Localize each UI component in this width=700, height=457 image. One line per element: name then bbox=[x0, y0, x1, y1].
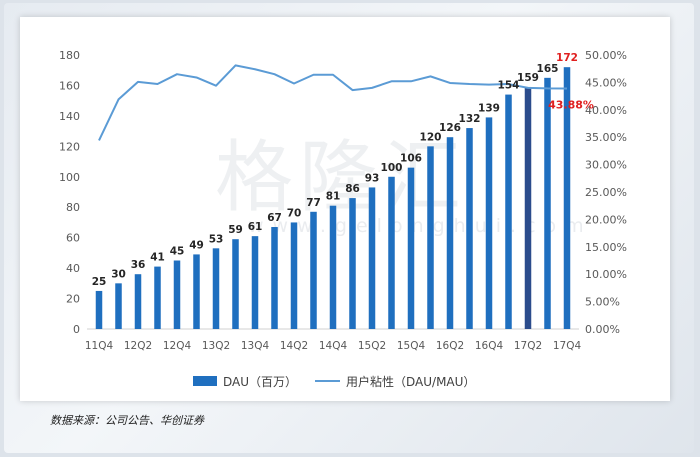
bar-value-label: 126 bbox=[439, 122, 461, 134]
bar-value-label: 49 bbox=[189, 239, 204, 251]
left-tick-label: 120 bbox=[59, 140, 80, 153]
left-tick-label: 100 bbox=[59, 171, 80, 184]
bar-value-label: 36 bbox=[131, 259, 146, 271]
dau-bar bbox=[466, 128, 473, 329]
dau-bar bbox=[193, 254, 200, 329]
dau-bar bbox=[310, 211, 317, 329]
dau-bar bbox=[524, 86, 532, 329]
stickiness-series-line bbox=[98, 64, 568, 141]
left-tick-label: 160 bbox=[59, 79, 80, 92]
legend-swatch-dau bbox=[193, 376, 217, 386]
bar-value-label: 86 bbox=[345, 183, 360, 195]
dau-bar bbox=[368, 187, 376, 329]
x-tick-label: 13Q2 bbox=[202, 340, 230, 352]
left-tick-label: 60 bbox=[66, 232, 80, 245]
x-tick-label: 12Q2 bbox=[124, 340, 152, 352]
chart-legend: DAU（百万） 用户粘性（DAU/MAU） bbox=[193, 374, 475, 389]
bar-value-label: 41 bbox=[150, 252, 165, 264]
bar-value-label: 172 bbox=[556, 52, 578, 64]
right-tick-label: 0.00% bbox=[585, 323, 620, 336]
left-tick-label: 20 bbox=[66, 293, 80, 306]
dau-bar bbox=[95, 290, 103, 329]
dau-bar bbox=[232, 239, 239, 329]
right-tick-label: 10.00% bbox=[585, 268, 627, 281]
left-tick-label: 180 bbox=[59, 49, 80, 62]
stickiness-line: 43.88% bbox=[98, 64, 594, 141]
dau-bar bbox=[271, 227, 278, 329]
x-tick-label: 15Q4 bbox=[397, 340, 426, 352]
dau-bar bbox=[388, 176, 395, 329]
x-tick-label: 14Q4 bbox=[319, 340, 348, 352]
data-source-note: 数据来源：公司公告、华创证券 bbox=[50, 414, 204, 427]
right-tick-label: 15.00% bbox=[585, 241, 627, 254]
right-tick-label: 30.00% bbox=[585, 159, 627, 172]
bar-value-label: 45 bbox=[170, 246, 185, 258]
left-tick-label: 140 bbox=[59, 110, 80, 123]
bar-value-label: 106 bbox=[400, 153, 422, 165]
dau-bar bbox=[329, 205, 337, 329]
left-tick-label: 0 bbox=[73, 323, 80, 336]
x-tick-label: 12Q4 bbox=[163, 340, 192, 352]
dau-bar bbox=[427, 146, 434, 329]
bar-value-label: 139 bbox=[478, 102, 500, 114]
left-tick-label: 80 bbox=[66, 201, 80, 214]
bar-value-label: 25 bbox=[92, 276, 107, 288]
right-tick-label: 45.00% bbox=[585, 76, 627, 89]
bar-value-label: 30 bbox=[111, 268, 126, 280]
bar-value-label: 159 bbox=[517, 72, 539, 84]
bar-value-label: 93 bbox=[365, 172, 380, 184]
right-tick-label: 50.00% bbox=[585, 49, 627, 62]
bar-value-label: 154 bbox=[498, 80, 520, 92]
dau-bar bbox=[349, 198, 356, 329]
dau-bar bbox=[290, 222, 298, 329]
dau-bar bbox=[505, 94, 512, 329]
right-tick-label: 35.00% bbox=[585, 131, 627, 144]
dau-bars bbox=[95, 67, 571, 330]
bar-value-label: 81 bbox=[326, 191, 341, 203]
left-y-axis: 0 20 40 60 80 100 120 140 160 180 bbox=[59, 49, 80, 336]
bar-value-label: 77 bbox=[306, 197, 321, 209]
right-tick-label: 5.00% bbox=[585, 296, 620, 309]
x-axis-ticks: 11Q4 12Q2 12Q4 13Q2 13Q4 14Q2 14Q4 15Q2 15Q4 16Q2… bbox=[85, 340, 582, 352]
dau-bar bbox=[212, 248, 220, 329]
x-tick-label: 11Q4 bbox=[85, 340, 114, 352]
x-tick-label: 17Q4 bbox=[553, 340, 582, 352]
x-tick-label: 15Q2 bbox=[358, 340, 386, 352]
x-tick-label: 16Q4 bbox=[475, 340, 504, 352]
legend-label-stickiness: 用户粘性（DAU/MAU） bbox=[346, 374, 475, 389]
x-tick-label: 17Q2 bbox=[514, 340, 542, 352]
bar-value-label: 70 bbox=[287, 207, 302, 219]
dau-bar bbox=[173, 260, 181, 329]
right-y-axis: 0.00% 5.00% 10.00% 15.00% 20.00% 25.00% 30.00%… bbox=[585, 49, 627, 336]
dau-bar bbox=[115, 283, 122, 329]
right-tick-label: 40.00% bbox=[585, 104, 627, 117]
bar-value-label: 165 bbox=[537, 63, 559, 75]
right-tick-label: 25.00% bbox=[585, 186, 627, 199]
left-tick-label: 40 bbox=[66, 262, 80, 275]
bar-value-label: 61 bbox=[248, 221, 263, 233]
x-tick-label: 16Q2 bbox=[436, 340, 464, 352]
dau-bar bbox=[485, 117, 493, 330]
legend-label-dau: DAU（百万） bbox=[223, 375, 297, 389]
x-tick-label: 14Q2 bbox=[280, 340, 308, 352]
bar-value-label: 132 bbox=[459, 113, 481, 125]
stickiness-value-label: 43.88% bbox=[548, 99, 594, 112]
x-tick-label: 13Q4 bbox=[241, 340, 270, 352]
bar-value-label: 120 bbox=[420, 131, 442, 143]
dau-bar bbox=[154, 266, 161, 329]
bar-value-label: 59 bbox=[228, 224, 243, 236]
bar-value-label: 100 bbox=[381, 162, 403, 174]
chart-panel bbox=[20, 17, 670, 401]
bar-value-label: 67 bbox=[267, 212, 282, 224]
dau-bar bbox=[251, 236, 259, 329]
dau-bar bbox=[544, 77, 551, 329]
dau-bar bbox=[563, 67, 571, 329]
bar-value-label: 53 bbox=[209, 233, 224, 245]
dau-bar bbox=[446, 137, 454, 329]
dau-bar bbox=[407, 167, 415, 329]
right-tick-label: 20.00% bbox=[585, 213, 627, 226]
dau-bar bbox=[134, 274, 142, 329]
